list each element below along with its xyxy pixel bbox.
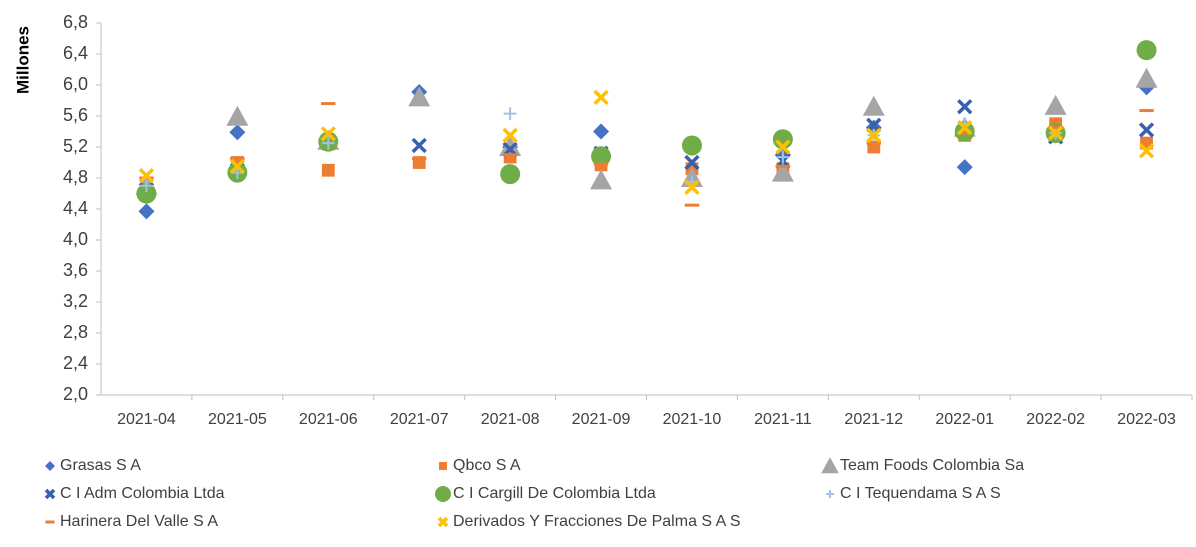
marker — [681, 135, 702, 156]
marker — [1138, 122, 1155, 138]
marker — [957, 119, 973, 136]
marker — [866, 127, 882, 144]
x-tick-label: 2021-11 — [754, 411, 812, 428]
y-tick-label: 5,6 — [63, 105, 88, 125]
x-tick-label: 2021-07 — [390, 411, 449, 428]
marker — [499, 136, 522, 156]
legend-label: Derivados Y Fracciones De Palma S A S — [453, 513, 741, 530]
x-tick-label: 2022-03 — [1117, 411, 1176, 428]
legend-label: C I Tequendama S A S — [840, 485, 1001, 502]
legend-label: Team Foods Colombia Sa — [840, 457, 1024, 474]
marker — [826, 490, 834, 498]
marker — [684, 154, 700, 171]
legend-label: C I Adm Colombia Ltda — [60, 485, 225, 502]
marker — [45, 461, 55, 471]
marker — [591, 146, 612, 167]
marker — [771, 161, 794, 182]
marker — [408, 86, 431, 107]
x-tick-label: 2021-10 — [663, 411, 722, 428]
marker — [593, 123, 610, 140]
y-tick-label: 4,4 — [63, 198, 88, 218]
marker — [590, 169, 613, 190]
marker — [957, 99, 973, 115]
marker — [1138, 143, 1155, 159]
y-tick-label: 2,8 — [63, 322, 88, 342]
marker — [821, 457, 839, 474]
marker — [1047, 125, 1064, 141]
marker — [140, 179, 153, 193]
x-tick-label: 2021-12 — [844, 411, 903, 428]
y-tick-label: 4,0 — [63, 229, 88, 249]
marker — [439, 462, 447, 470]
y-tick-label: 6,4 — [63, 43, 88, 63]
marker — [229, 124, 246, 141]
x-tick-label: 2021-05 — [208, 411, 267, 428]
marker — [776, 150, 790, 164]
marker — [1044, 94, 1067, 115]
x-tick-label: 2021-09 — [572, 411, 631, 428]
marker — [138, 203, 155, 220]
y-tick-label: 2,0 — [63, 384, 88, 404]
marker — [138, 168, 155, 184]
y-tick-label: 6,0 — [63, 74, 88, 94]
x-tick-label: 2021-06 — [299, 411, 358, 428]
marker — [956, 159, 973, 176]
marker — [411, 137, 427, 154]
marker — [320, 126, 336, 142]
legend-label: Grasas S A — [60, 457, 141, 474]
marker — [136, 183, 157, 204]
legend-label: Harinera Del Valle S A — [60, 513, 218, 530]
marker — [862, 95, 885, 116]
marker — [229, 158, 246, 175]
legend-label: C I Cargill De Colombia Ltda — [453, 485, 656, 502]
y-tick-label: 6,8 — [63, 12, 88, 32]
marker — [321, 163, 335, 177]
marker — [1136, 40, 1157, 61]
marker — [226, 105, 249, 126]
x-tick-label: 2021-08 — [481, 411, 540, 428]
marker — [775, 139, 791, 155]
y-tick-label: 3,6 — [63, 260, 88, 280]
y-tick-label: 5,2 — [63, 136, 88, 156]
marker — [437, 516, 449, 528]
marker — [503, 107, 517, 121]
y-axis-label: Millones — [13, 26, 32, 94]
y-tick-label: 4,8 — [63, 167, 88, 187]
x-tick-label: 2022-02 — [1026, 411, 1085, 428]
y-tick-label: 2,4 — [63, 353, 88, 373]
x-tick-label: 2022-01 — [935, 411, 994, 428]
marker — [593, 89, 609, 106]
marker — [500, 164, 521, 185]
y-tick-label: 3,2 — [63, 291, 88, 311]
marker — [502, 127, 518, 144]
marker — [954, 121, 975, 142]
x-tick-label: 2021-04 — [117, 411, 176, 428]
marker — [435, 486, 451, 502]
marker — [1135, 67, 1158, 88]
marker — [44, 488, 56, 500]
legend-label: Qbco S A — [453, 457, 521, 474]
marker — [684, 179, 700, 195]
marker — [321, 136, 335, 150]
